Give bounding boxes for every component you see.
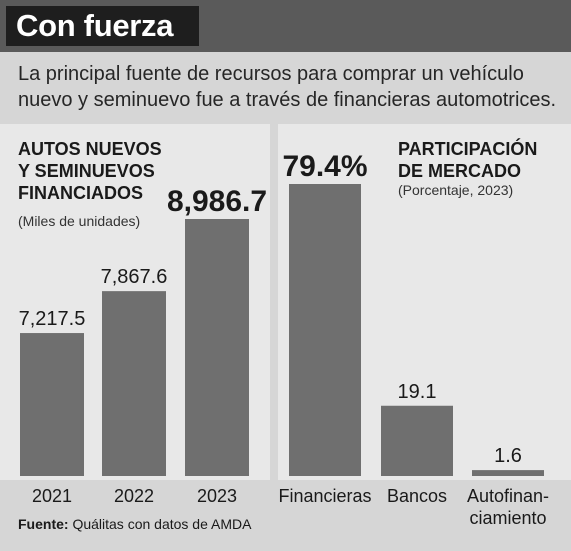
value-label-1-1: 7,217.5 xyxy=(19,308,86,330)
page-subtitle: La principal fuente de recursos para com… xyxy=(18,63,557,111)
page-title: Con fuerza xyxy=(16,8,174,43)
value-label-1-2: 7,867.6 xyxy=(101,266,168,288)
category-label-2-3-line-1: Autofinan- xyxy=(467,486,549,506)
value-label-2-3: 1.6 xyxy=(494,445,522,467)
title-box xyxy=(6,6,199,46)
chart-1-subtitle: (Miles de unidades) xyxy=(18,213,141,229)
category-label-2-3-line-2: ciamiento xyxy=(469,508,546,528)
category-label-1-3: 2023 xyxy=(197,486,237,506)
category-label-1-2: 2022 xyxy=(114,486,154,506)
category-label-1-1: 2021 xyxy=(32,486,72,506)
bar-1-2 xyxy=(102,291,166,476)
source-note: Fuente: Quálitas con datos de AMDA xyxy=(18,516,251,532)
source-text: Quálitas con datos de AMDA xyxy=(68,516,252,532)
value-label-2-2: 19.1 xyxy=(398,381,437,403)
value-label-2-1: 79.4% xyxy=(282,150,367,183)
bar-2-2 xyxy=(381,405,453,476)
chart-2-title: PARTICIPACIÓN DE MERCADO xyxy=(398,139,538,181)
bar-1-1 xyxy=(20,333,84,476)
category-label-2-1: Financieras xyxy=(278,486,371,506)
category-label-2-2: Bancos xyxy=(387,486,447,506)
chart-2-subtitle: (Porcentaje, 2023) xyxy=(398,182,514,198)
chart-1-title: AUTOS NUEVOS Y SEMINUEVOS FINANCIADOS xyxy=(18,139,162,203)
bar-1-3 xyxy=(185,219,249,476)
source-label: Fuente: xyxy=(18,516,69,532)
value-label-1-3: 8,986.7 xyxy=(167,185,267,218)
bar-2-3 xyxy=(472,470,544,476)
bar-2-1 xyxy=(289,184,361,476)
